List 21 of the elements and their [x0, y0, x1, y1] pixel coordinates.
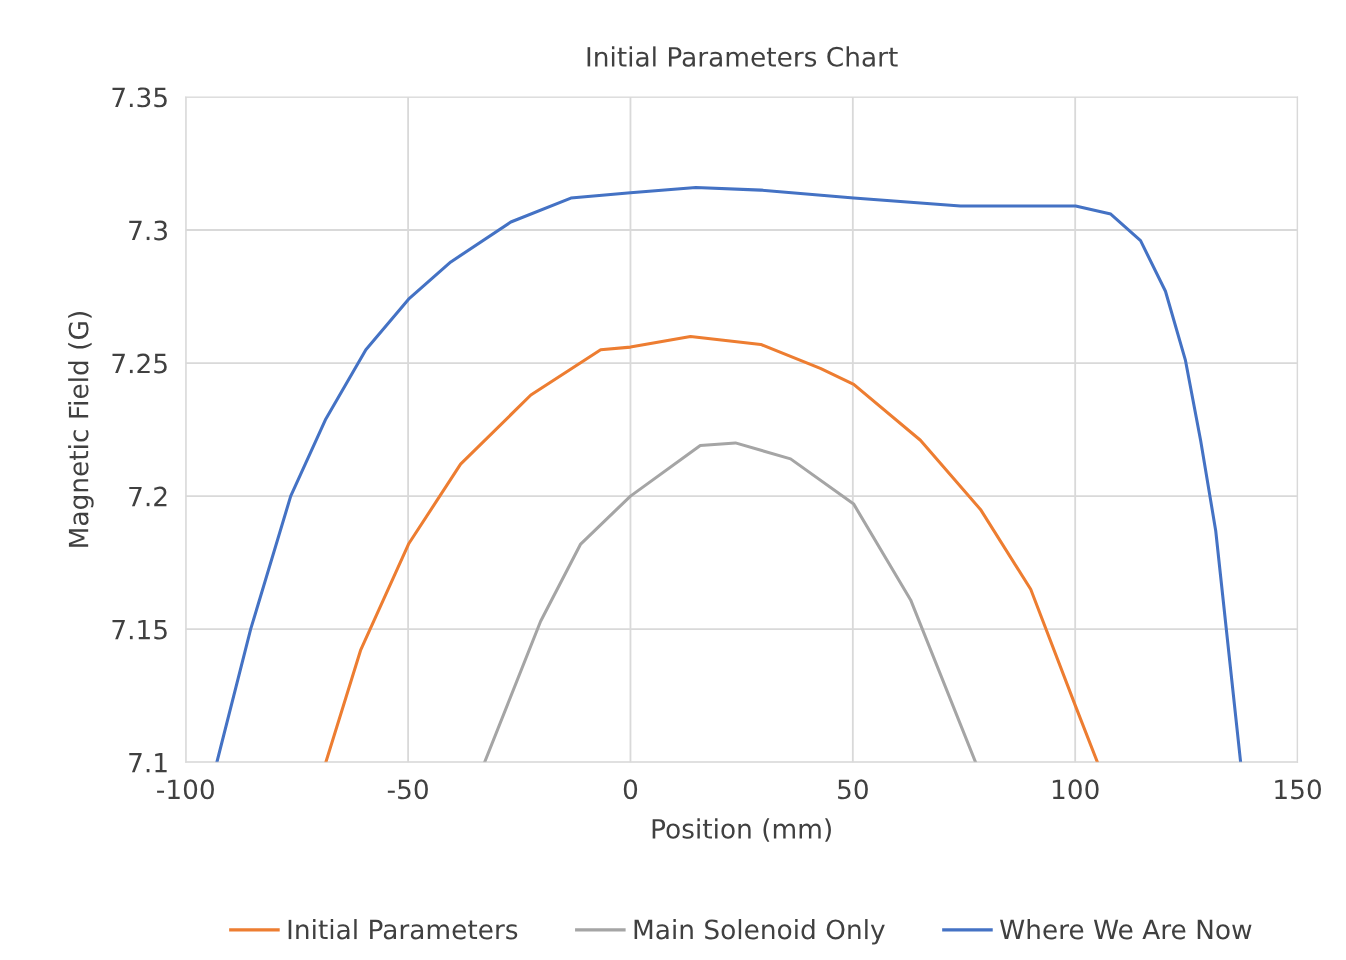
y-tick-label: 7.25 [112, 353, 167, 374]
line-series [483, 441, 978, 763]
y-tick-label: 7.2 [129, 486, 167, 507]
x-tick-label: 100 [1052, 779, 1099, 800]
x-tick-label: -50 [387, 779, 428, 800]
y-tick-label: 7.35 [112, 87, 167, 108]
y-axis-title: Magnetic Field (G) [68, 312, 94, 547]
legend-label: Where We Are Now [1000, 919, 1252, 940]
chart-title: Initial Parameters Chart [587, 46, 898, 67]
legend-label: Initial Parameters [288, 919, 518, 940]
y-tick-label: 7.3 [129, 220, 167, 241]
line-series [324, 334, 1099, 763]
x-tick-label: 150 [1275, 779, 1321, 800]
legend-label: Main Solenoid Only [634, 919, 885, 945]
x-tick-label: 0 [623, 779, 638, 800]
x-tick-label: -100 [157, 779, 214, 800]
x-tick-label: 50 [838, 779, 868, 800]
line-series [215, 185, 1243, 763]
y-tick-label: 7.1 [129, 753, 167, 773]
x-axis-title: Position (mm) [652, 818, 831, 842]
y-tick-label: 7.15 [112, 619, 167, 640]
